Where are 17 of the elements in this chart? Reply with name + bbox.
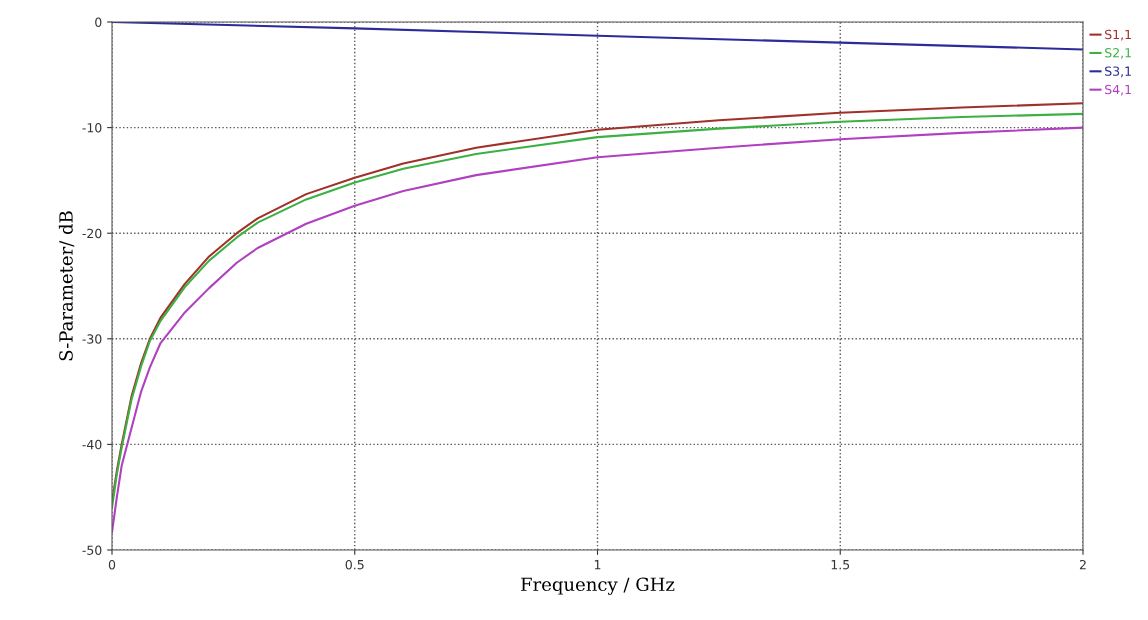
y-axis-title: S-Parameter/ dB bbox=[58, 211, 75, 361]
legend-label: S4,1 bbox=[1105, 84, 1131, 96]
legend-label: S3,1 bbox=[1105, 66, 1131, 78]
legend-label: S2,1 bbox=[1105, 48, 1131, 59]
x-tick-label: 2 bbox=[1079, 559, 1086, 570]
y-tick-label: 0 bbox=[95, 17, 102, 27]
x-tick-label: 0 bbox=[108, 559, 116, 570]
y-tick-label: -10 bbox=[82, 123, 102, 133]
legend-label: S1,1 bbox=[1105, 29, 1131, 41]
y-tick-label: -30 bbox=[82, 334, 102, 344]
x-axis-title: Frequency / GHz bbox=[521, 577, 675, 595]
x-tick-label: 1.5 bbox=[831, 560, 850, 570]
y-tick-label: -50 bbox=[82, 545, 102, 555]
y-tick-label: -40 bbox=[82, 439, 102, 450]
x-tick-label: 1 bbox=[594, 560, 601, 570]
y-tick-label: -20 bbox=[82, 228, 102, 239]
x-tick-label: 0.5 bbox=[345, 559, 364, 570]
